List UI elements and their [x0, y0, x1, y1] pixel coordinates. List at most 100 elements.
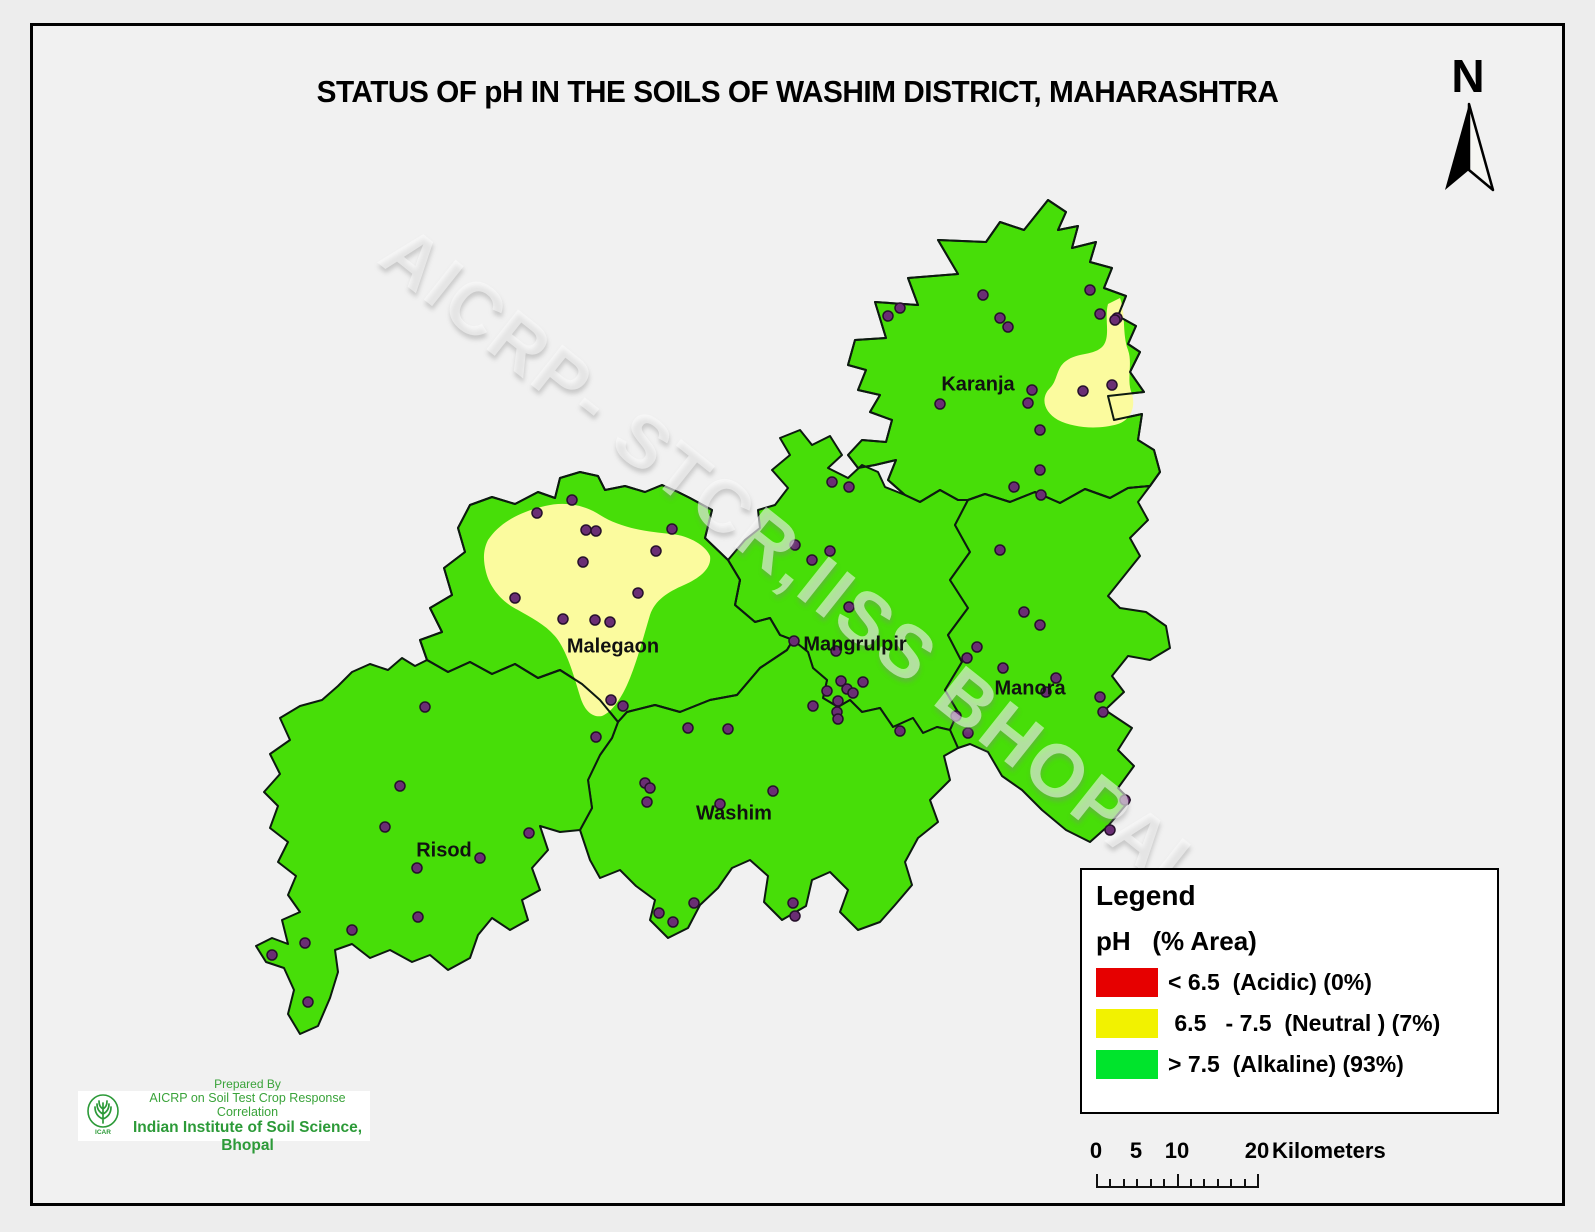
scale-bar-unit: Kilometers — [1272, 1138, 1386, 1163]
sample-point-dot — [1119, 794, 1131, 806]
sample-point-dot — [994, 312, 1006, 324]
credits-panel: ICAR Prepared By AICRP on Soil Test Crop… — [78, 1077, 370, 1154]
sample-point-dot — [807, 700, 819, 712]
sample-point-dot — [589, 614, 601, 626]
sample-point-dot — [722, 723, 734, 735]
sample-point-dot — [641, 796, 653, 808]
sample-point-dot — [590, 731, 602, 743]
sample-point-dot — [1034, 619, 1046, 631]
scale-tick — [1216, 1179, 1219, 1188]
sample-point-dot — [632, 587, 644, 599]
credits-prepared-by: Prepared By — [214, 1076, 281, 1091]
sample-point-dot — [1106, 379, 1118, 391]
sample-point-dot — [961, 652, 973, 664]
sample-point-dot — [1094, 691, 1106, 703]
sample-point-dot — [787, 897, 799, 909]
legend-label-0: < 6.5 (Acidic) (0%) — [1168, 968, 1372, 995]
taluka-fill-layer — [255, 199, 1171, 1035]
sample-point-dot — [474, 852, 486, 864]
sample-point-dot — [653, 907, 665, 919]
scale-tick — [1203, 1179, 1206, 1188]
sample-point-dot — [302, 996, 314, 1008]
soil-sample-points — [266, 284, 1131, 1008]
sample-point-dot — [590, 525, 602, 537]
sample-point-dot — [617, 700, 629, 712]
scale-tick — [1109, 1179, 1112, 1188]
sample-point-dot — [394, 780, 406, 792]
legend-subtitle: pH (% Area) — [1096, 926, 1257, 956]
sample-point-dot — [788, 635, 800, 647]
sample-point-dot — [997, 662, 1009, 674]
icar-wheat-logo-icon: ICAR — [87, 1094, 119, 1136]
legend-row-0: < 6.5 (Acidic) (0%) — [1096, 967, 1497, 997]
sample-point-dot — [411, 862, 423, 874]
sample-point-dot — [566, 494, 578, 506]
sample-point-dot — [1109, 314, 1121, 326]
sample-point-dot — [994, 544, 1006, 556]
sample-point-dot — [346, 924, 358, 936]
legend-swatch-2 — [1096, 1049, 1158, 1079]
sample-point-dot — [580, 524, 592, 536]
scale-number-20: 20 — [1244, 1138, 1270, 1163]
scale-number-5: 5 — [1129, 1138, 1143, 1163]
scale-tick — [1257, 1174, 1259, 1188]
sample-point-dot — [714, 798, 726, 810]
sample-point-dot — [1002, 321, 1014, 333]
sample-point-dot — [767, 785, 779, 797]
sample-point-dot — [832, 713, 844, 725]
sample-point-dot — [1050, 672, 1062, 684]
sample-point-dot — [379, 821, 391, 833]
sample-point-dot — [832, 695, 844, 707]
legend-row-1: 6.5 - 7.5 (Neutral ) (7%) — [1096, 1008, 1497, 1038]
scale-bar: 0 5 10 20 Kilometers — [1090, 1138, 1456, 1198]
sample-point-dot — [667, 916, 679, 928]
sample-point-dot — [824, 545, 836, 557]
sample-point-dot — [1022, 397, 1034, 409]
sample-point-dot — [605, 694, 617, 706]
sample-point-dot — [971, 641, 983, 653]
sample-point-dot — [1094, 308, 1106, 320]
sample-point-dot — [1008, 481, 1020, 493]
sample-point-dot — [557, 613, 569, 625]
sample-point-dot — [688, 897, 700, 909]
sample-point-dot — [789, 539, 801, 551]
sample-point-dot — [419, 701, 431, 713]
sample-point-dot — [1035, 489, 1047, 501]
scale-tick — [1176, 1174, 1179, 1188]
scale-number-0: 0 — [1089, 1138, 1103, 1163]
scale-tick — [1149, 1179, 1152, 1188]
north-label: N — [1451, 50, 1485, 102]
scale-tick — [1189, 1179, 1192, 1188]
sample-point-dot — [650, 545, 662, 557]
sample-point-dot — [882, 310, 894, 322]
taluka-region-manora — [944, 485, 1171, 843]
taluka-region-risod — [255, 657, 619, 1035]
north-arrow: N — [1432, 52, 1504, 202]
north-arrow-icon — [1445, 102, 1495, 192]
scale-tick — [1243, 1179, 1246, 1188]
sample-point-dot — [1077, 385, 1089, 397]
credits-institute: Indian Institute of Soil Science, Bhopal — [132, 1119, 363, 1154]
sample-point-dot — [1104, 824, 1116, 836]
sample-point-dot — [523, 827, 535, 839]
sample-point-dot — [962, 727, 974, 739]
sample-point-dot — [894, 302, 906, 314]
sample-point-dot — [604, 616, 616, 628]
sample-point-dot — [843, 601, 855, 613]
sample-point-dot — [857, 676, 869, 688]
sample-point-dot — [894, 725, 906, 737]
legend-panel: Legend pH (% Area) < 6.5 (Acidic) (0%) 6… — [1080, 868, 1499, 1114]
page-title: STATUS OF pH IN THE SOILS OF WASHIM DIST… — [316, 74, 1279, 109]
legend-rows: < 6.5 (Acidic) (0%) 6.5 - 7.5 (Neutral )… — [1096, 967, 1497, 1079]
credits-text: Prepared By AICRP on Soil Test Crop Resp… — [125, 1076, 370, 1154]
sample-point-dot — [830, 645, 842, 657]
sample-point-dot — [934, 398, 946, 410]
credits-org: AICRP on Soil Test Crop Response Correla… — [149, 1091, 346, 1120]
sample-point-dot — [847, 687, 859, 699]
legend-swatch-1 — [1096, 1008, 1158, 1038]
scale-tick — [1136, 1179, 1139, 1188]
legend-title: Legend — [1096, 880, 1196, 911]
sample-point-dot — [577, 556, 589, 568]
sample-point-dot — [666, 523, 678, 535]
legend-label-2: > 7.5 (Alkaline) (93%) — [1168, 1050, 1404, 1077]
